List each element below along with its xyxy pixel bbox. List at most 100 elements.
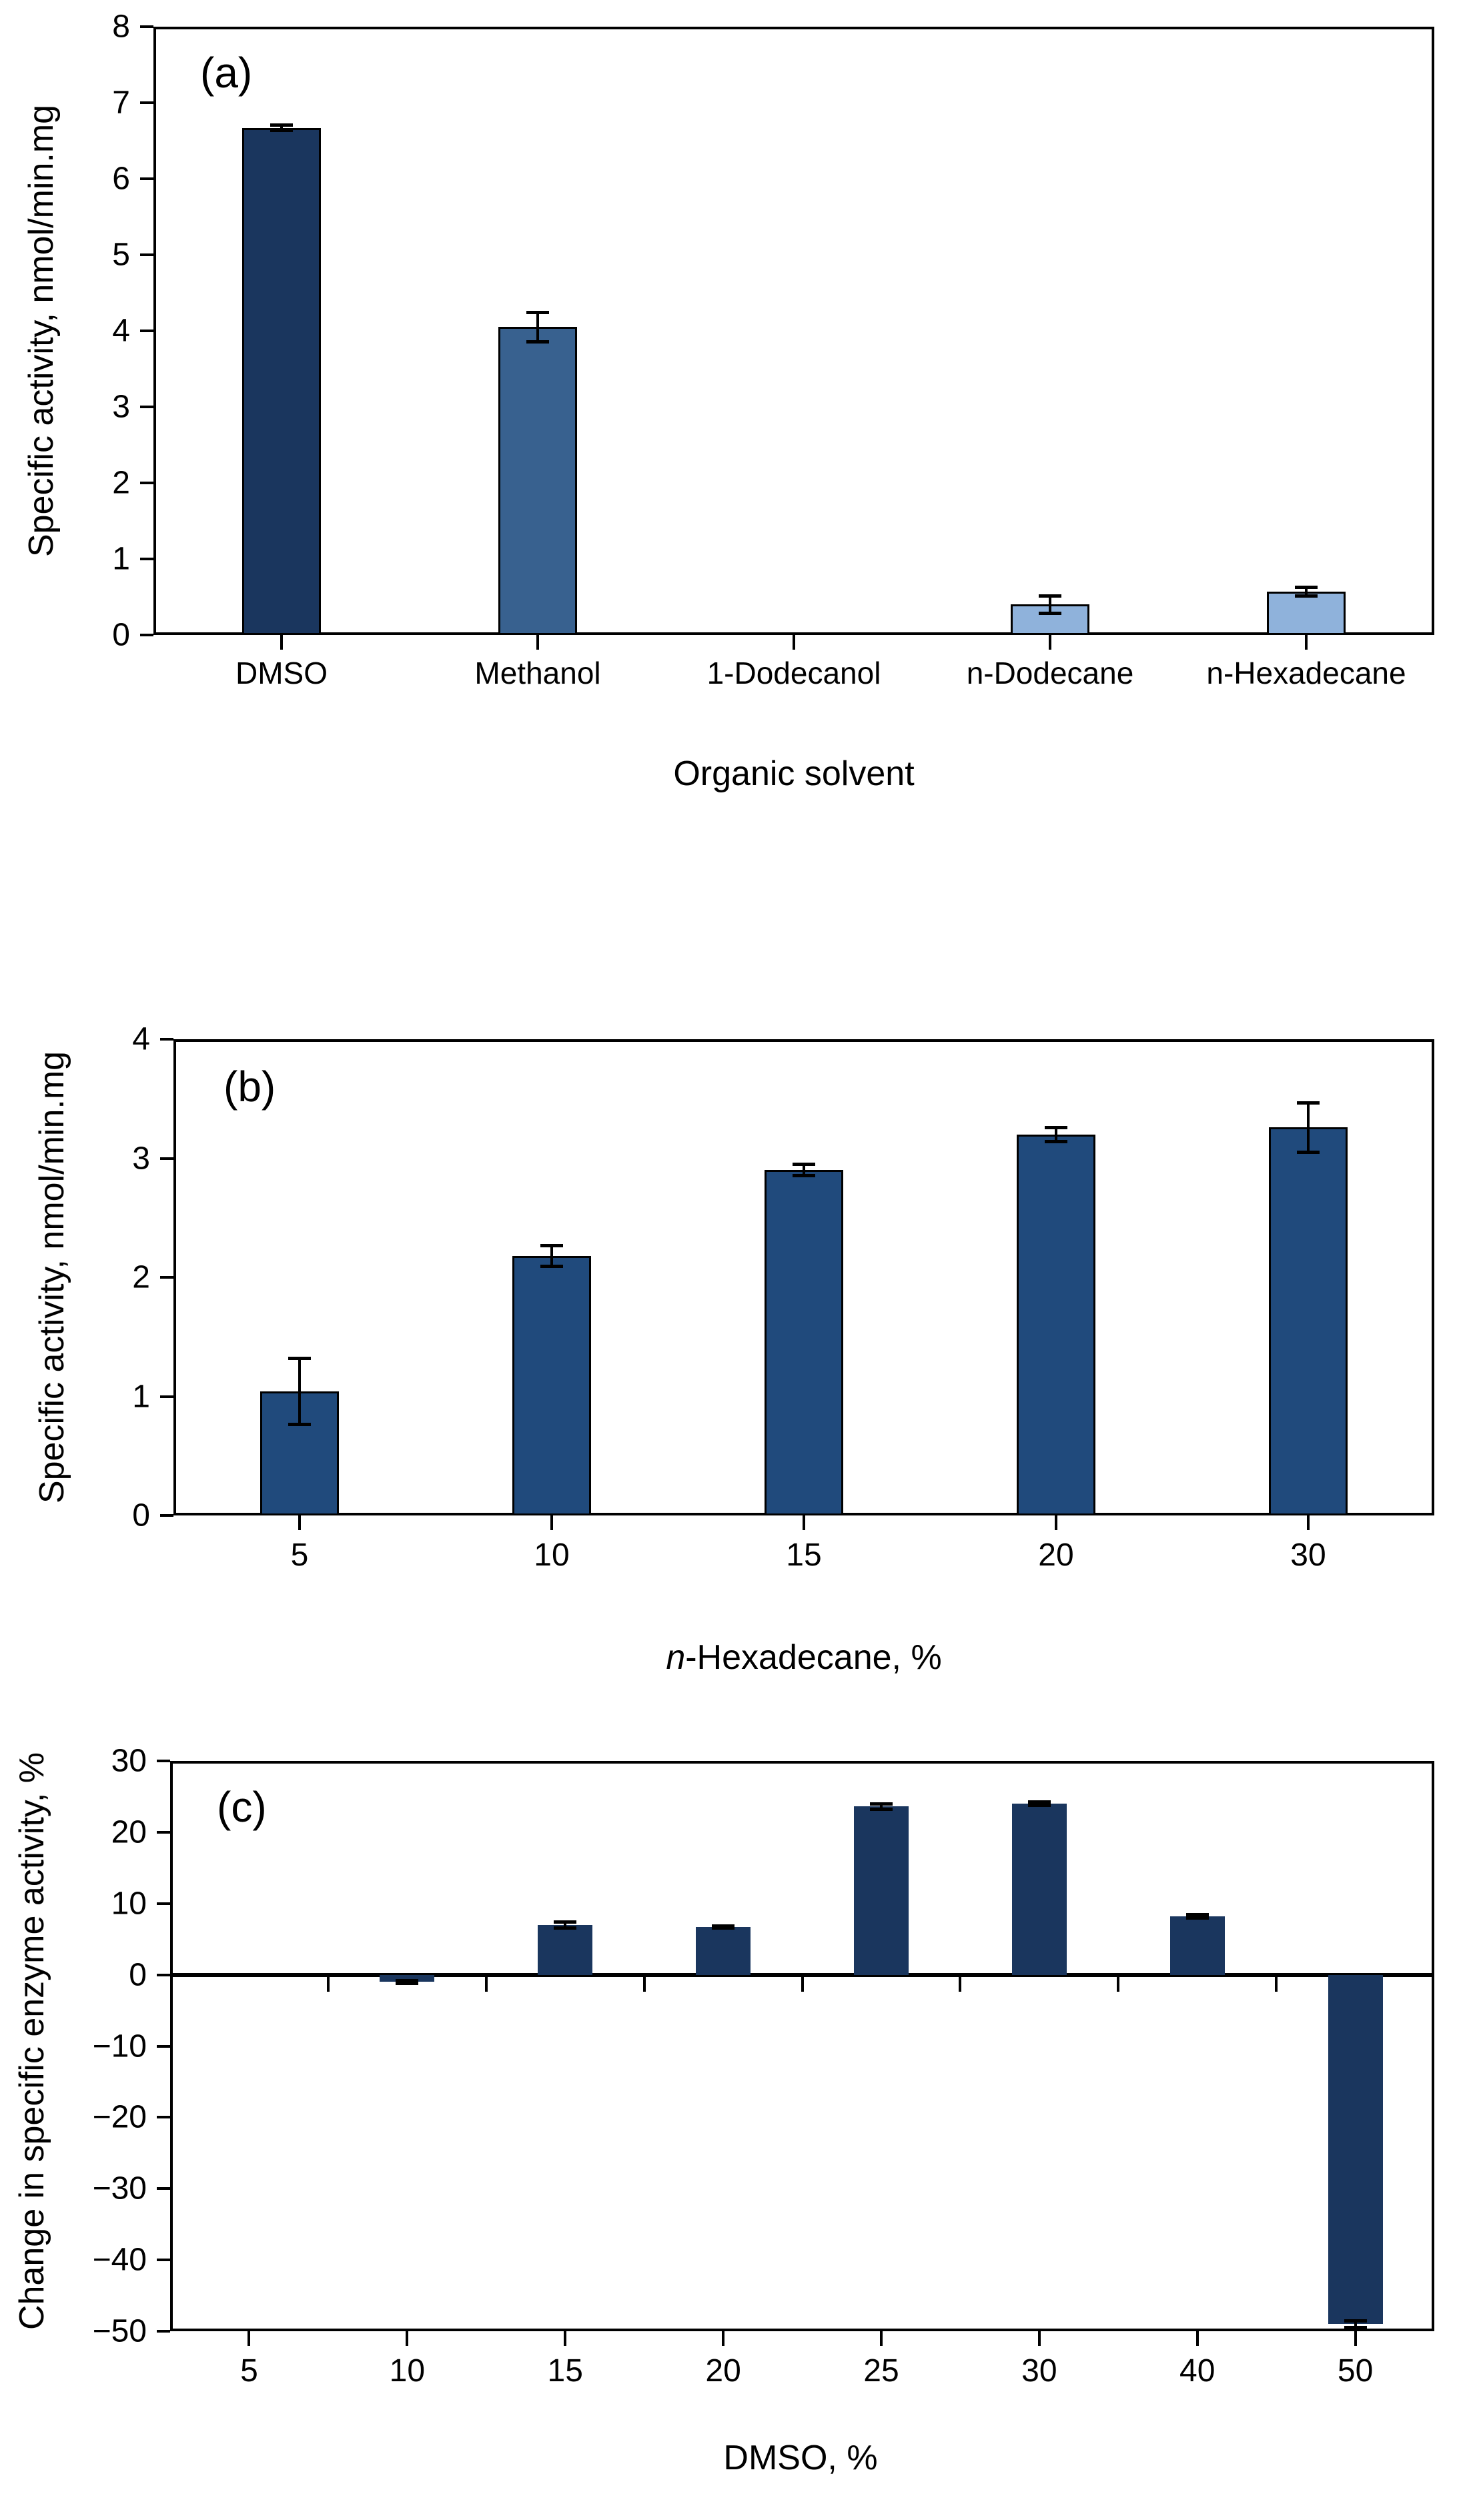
- x-axis-tick-label: 25: [863, 2353, 899, 2389]
- error-bar-cap-top: [869, 1802, 893, 1806]
- error-bar-cap-bottom: [540, 1264, 563, 1268]
- error-bar-cap-top: [1027, 1800, 1051, 1804]
- x-axis-title-b-rest: -Hexadecane, %: [685, 1638, 942, 1677]
- x-axis-tick-label: 30: [1290, 1537, 1326, 1573]
- x-axis-tick: [1305, 635, 1308, 650]
- y-axis-tick-label: −50: [92, 2313, 147, 2349]
- zero-axis-tick: [484, 1976, 488, 1992]
- bar-c-25: [853, 1806, 909, 1975]
- y-axis-tick-label: 2: [132, 1259, 150, 1295]
- y-axis-tick-label: 3: [112, 389, 130, 425]
- y-axis-tick: [160, 1038, 173, 1041]
- y-axis-tick-label: 20: [111, 1814, 147, 1850]
- error-bar-cap-bottom: [1039, 612, 1061, 616]
- x-axis-tick-label: 30: [1021, 2353, 1057, 2389]
- panel-letter-b: (b): [223, 1063, 276, 1111]
- y-axis-tick: [140, 253, 153, 256]
- error-bar-cap-bottom: [1027, 1804, 1051, 1808]
- x-axis-tick: [298, 1515, 301, 1530]
- error-bar-cap-bottom: [1045, 1139, 1067, 1143]
- error-bar-cap-top: [526, 310, 549, 314]
- x-axis-tick-label: 15: [786, 1537, 822, 1573]
- bar-c-15: [538, 1924, 593, 1975]
- error-bar: [803, 1164, 805, 1177]
- error-bar: [298, 1358, 301, 1425]
- error-bar-cap-bottom: [793, 1174, 815, 1178]
- error-bar-cap-top: [793, 1163, 815, 1167]
- x-axis-tick: [1049, 635, 1051, 650]
- error-bar-cap-top: [396, 1978, 419, 1982]
- error-bar: [1307, 1102, 1310, 1153]
- x-axis-tick: [722, 2331, 725, 2346]
- y-axis-tick-label: 0: [129, 1957, 147, 1993]
- x-axis-tick: [803, 1515, 805, 1530]
- y-axis-tick: [140, 406, 153, 408]
- error-bar: [536, 311, 539, 343]
- y-axis-tick-label: 30: [111, 1743, 147, 1779]
- x-axis-tick: [1055, 1515, 1057, 1530]
- error-bar-cap-bottom: [1297, 1150, 1320, 1154]
- error-bar-cap-top: [288, 1357, 311, 1361]
- x-axis-tick: [550, 1515, 553, 1530]
- x-axis-title-b-italic-n: n: [666, 1638, 686, 1677]
- panel-letter-a: (a): [200, 49, 253, 97]
- y-axis-tick: [140, 25, 153, 28]
- x-axis-tick: [793, 635, 795, 650]
- x-axis-tick: [1037, 2331, 1041, 2346]
- error-bar-cap-bottom: [396, 1981, 419, 1985]
- zero-axis-line: [170, 1972, 1434, 1977]
- error-bar-cap-bottom: [288, 1423, 311, 1427]
- x-axis-tick-label: n-Hexadecane: [1206, 656, 1406, 690]
- error-bar-cap-top: [1295, 586, 1318, 590]
- y-axis-tick-label: 3: [132, 1141, 150, 1176]
- error-bar-cap-top: [1344, 2319, 1367, 2323]
- y-axis-tick: [157, 1973, 170, 1976]
- error-bar: [1354, 2320, 1357, 2328]
- x-axis-tick: [879, 2331, 883, 2346]
- y-axis-tick: [157, 1902, 170, 1905]
- error-bar-cap-top: [712, 1924, 735, 1928]
- y-axis-tick: [160, 1276, 173, 1279]
- error-bar: [1049, 595, 1051, 614]
- y-axis-tick: [140, 558, 153, 560]
- error-bar-cap-bottom: [526, 340, 549, 344]
- x-axis-title-b: n-Hexadecane, %: [666, 1638, 941, 1678]
- bar-a-n-Hexadecane: [1267, 592, 1346, 635]
- x-axis-tick: [406, 2331, 409, 2346]
- error-bar: [1055, 1127, 1057, 1142]
- x-axis-tick-label: 1-Dodecanol: [706, 656, 881, 690]
- bar-a-Methanol: [498, 327, 577, 635]
- x-axis-tick: [564, 2331, 567, 2346]
- x-axis-tick-label: 5: [290, 1537, 309, 1573]
- zero-axis-tick: [326, 1976, 330, 1992]
- error-bar-cap-top: [1045, 1126, 1067, 1130]
- plot-area-c: [170, 1761, 1434, 2331]
- bar-b-15: [765, 1170, 843, 1515]
- y-axis-tick: [157, 2187, 170, 2190]
- x-axis-tick-label: Methanol: [474, 656, 601, 690]
- y-axis-tick: [160, 1395, 173, 1398]
- y-axis-tick-label: −30: [92, 2170, 147, 2207]
- zero-axis-tick: [642, 1976, 646, 1992]
- x-axis-tick-label: 15: [547, 2353, 583, 2389]
- error-bar: [1037, 1801, 1041, 1806]
- x-axis-tick-label: 20: [1038, 1537, 1074, 1573]
- panel-letter-c: (c): [217, 1783, 267, 1831]
- bar-a-DMSO: [242, 127, 321, 635]
- x-axis-title-c: DMSO, %: [723, 2439, 878, 2477]
- y-axis-tick-label: 7: [112, 85, 130, 121]
- error-bar-cap-bottom: [1344, 2325, 1367, 2329]
- y-axis-tick-label: 4: [112, 313, 130, 349]
- error-bar: [564, 1922, 567, 1928]
- y-axis-tick-label: 5: [112, 237, 130, 273]
- y-axis-tick: [140, 634, 153, 636]
- error-bar: [1305, 587, 1308, 596]
- x-axis-tick: [280, 635, 283, 650]
- bar-b-10: [512, 1255, 591, 1515]
- zero-axis-tick: [1275, 1976, 1278, 1992]
- error-bar-cap-top: [540, 1243, 563, 1247]
- x-axis-tick-label: 50: [1337, 2353, 1374, 2389]
- y-axis-tick-label: 4: [132, 1021, 150, 1057]
- error-bar-cap-top: [1185, 1913, 1209, 1917]
